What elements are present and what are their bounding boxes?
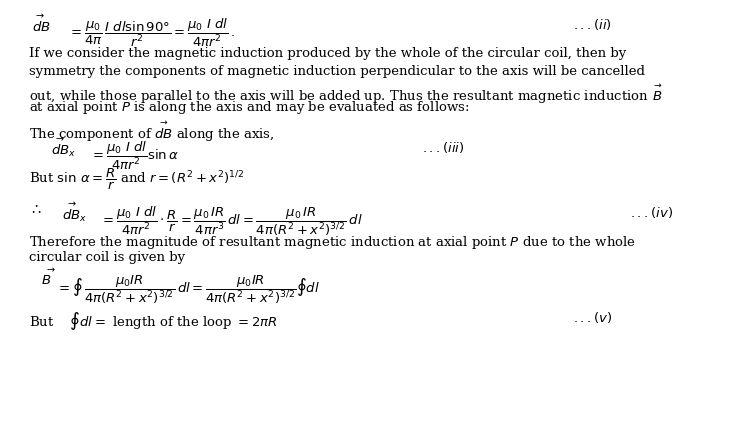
Text: symmetry the components of magnetic induction perpendicular to the axis will be : symmetry the components of magnetic indu… bbox=[29, 65, 645, 78]
Text: $dB_x$: $dB_x$ bbox=[62, 208, 87, 224]
Text: $\rightarrow$: $\rightarrow$ bbox=[45, 266, 57, 275]
Text: circular coil is given by: circular coil is given by bbox=[29, 251, 185, 264]
Text: $\therefore$: $\therefore$ bbox=[29, 202, 42, 216]
Text: $...(v)$: $...(v)$ bbox=[573, 310, 612, 325]
Text: If we consider the magnetic induction produced by the whole of the circular coil: If we consider the magnetic induction pr… bbox=[29, 47, 626, 60]
Text: $dB$: $dB$ bbox=[32, 20, 51, 34]
Text: $...(ii)$: $...(ii)$ bbox=[573, 17, 612, 31]
Text: at axial point $P$ is along the axis and may be evaluated as follows:: at axial point $P$ is along the axis and… bbox=[29, 99, 469, 116]
Text: But $\sin\,\alpha=\dfrac{R}{r}$ and $r=(R^2+x^2)^{1/2}$: But $\sin\,\alpha=\dfrac{R}{r}$ and $r=(… bbox=[29, 167, 244, 192]
Text: $=\oint\,\dfrac{\mu_0 IR}{4\pi(R^2+x^2)^{3/2}}\,dl=\dfrac{\mu_0 IR}{4\pi(R^2+x^2: $=\oint\,\dfrac{\mu_0 IR}{4\pi(R^2+x^2)^… bbox=[56, 274, 320, 306]
Text: $B$: $B$ bbox=[41, 274, 51, 287]
Text: $=\dfrac{\mu_0}{4\pi}\,\dfrac{I\ dl\sin 90°}{r^2}=\dfrac{\mu_0\ I\ dl}{4\pi r^2}: $=\dfrac{\mu_0}{4\pi}\,\dfrac{I\ dl\sin … bbox=[68, 17, 235, 49]
Text: Therefore the magnitude of resultant magnetic induction at axial point $P$ due t: Therefore the magnitude of resultant mag… bbox=[29, 234, 636, 251]
Text: $\rightarrow$: $\rightarrow$ bbox=[54, 134, 66, 143]
Text: $dB_x$: $dB_x$ bbox=[51, 143, 76, 159]
Text: $\rightarrow$: $\rightarrow$ bbox=[66, 199, 77, 208]
Text: $...(iv)$: $...(iv)$ bbox=[630, 205, 673, 220]
Text: $=\dfrac{\mu_0\ I\ dl}{4\pi r^2}\sin\alpha$: $=\dfrac{\mu_0\ I\ dl}{4\pi r^2}\sin\alp… bbox=[90, 140, 179, 172]
Text: out, while those parallel to the axis will be added up. Thus the resultant magne: out, while those parallel to the axis wi… bbox=[29, 82, 662, 106]
Text: But $\quad\oint dl=$ length of the loop $=2\pi R$: But $\quad\oint dl=$ length of the loop … bbox=[29, 310, 277, 332]
Text: $\rightarrow$: $\rightarrow$ bbox=[34, 11, 45, 20]
Text: $=\dfrac{\mu_0\ I\ dl}{4\pi r^2}\cdot\dfrac{R}{r}=\dfrac{\mu_0\,IR}{4\pi r^3}\,d: $=\dfrac{\mu_0\ I\ dl}{4\pi r^2}\cdot\df… bbox=[100, 205, 363, 238]
Text: $...(iii)$: $...(iii)$ bbox=[422, 140, 464, 155]
Text: The component of $\overset{\rightarrow}{dB}$ along the axis,: The component of $\overset{\rightarrow}{… bbox=[29, 119, 274, 144]
